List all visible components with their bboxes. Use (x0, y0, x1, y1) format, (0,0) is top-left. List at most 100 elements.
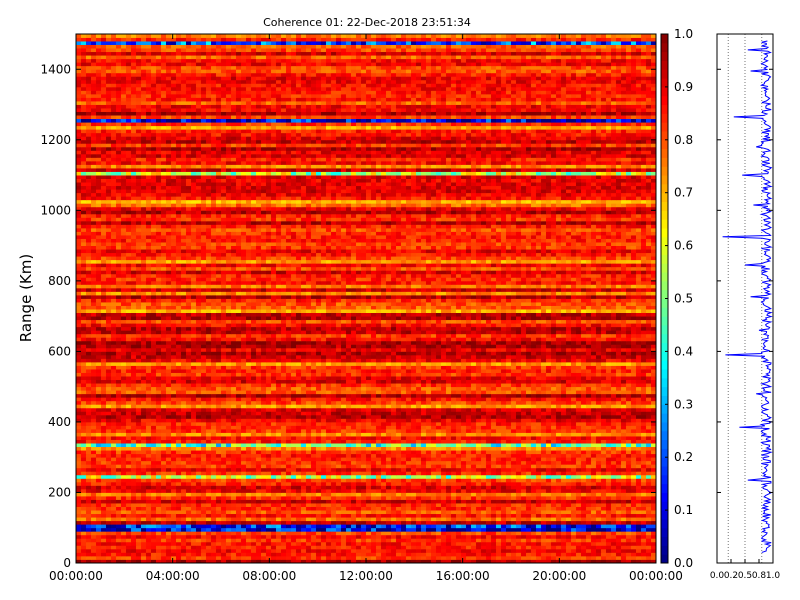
heatmap-cell (186, 538, 191, 542)
heatmap-cell (181, 503, 186, 507)
heatmap-cell (121, 447, 126, 451)
heatmap-cell (226, 538, 231, 542)
heatmap-cell (236, 507, 241, 511)
heatmap-cell (366, 471, 371, 475)
heatmap-cell (106, 454, 111, 458)
heatmap-cell (261, 450, 266, 454)
heatmap-cell (221, 549, 226, 553)
heatmap-cell (621, 528, 626, 532)
heatmap-cell (146, 461, 151, 465)
heatmap-cell (256, 507, 261, 511)
heatmap-cell (161, 468, 166, 472)
heatmap-cell (601, 468, 606, 472)
heatmap-cell (411, 514, 416, 518)
heatmap-cell (361, 478, 366, 482)
heatmap-cell (391, 500, 396, 504)
heatmap-cell (131, 500, 136, 504)
heatmap-cell (566, 461, 571, 465)
heatmap-cell (76, 447, 81, 451)
heatmap-cell (596, 464, 601, 468)
heatmap-cell (616, 436, 621, 440)
heatmap-cell (521, 457, 526, 461)
heatmap-cell (216, 433, 221, 437)
heatmap-cell (561, 528, 566, 532)
heatmap-cell (516, 471, 521, 475)
heatmap-cell (601, 517, 606, 521)
heatmap-cell (391, 485, 396, 489)
heatmap-cell (301, 447, 306, 451)
heatmap-cell (526, 524, 531, 528)
heatmap-cell (156, 510, 161, 514)
heatmap-cell (166, 492, 171, 496)
heatmap-cell (411, 461, 416, 465)
heatmap-cell (146, 429, 151, 433)
heatmap-cell (166, 531, 171, 535)
heatmap-cell (456, 418, 461, 422)
heatmap-cell (401, 552, 406, 556)
heatmap-cell (501, 500, 506, 504)
heatmap-cell (206, 489, 211, 493)
heatmap-cell (126, 535, 131, 539)
heatmap-cell (286, 552, 291, 556)
heatmap-cell (241, 475, 246, 479)
heatmap-cell (461, 447, 466, 451)
heatmap-cell (131, 528, 136, 532)
heatmap-cell (226, 454, 231, 458)
heatmap-cell (176, 461, 181, 465)
heatmap-cell (476, 436, 481, 440)
heatmap-cell (96, 471, 101, 475)
heatmap-cell (456, 524, 461, 528)
heatmap-cell (596, 425, 601, 429)
heatmap-cell (151, 545, 156, 549)
heatmap-cell (546, 468, 551, 472)
heatmap-cell (396, 535, 401, 539)
heatmap-cell (501, 433, 506, 437)
heatmap-cell (86, 471, 91, 475)
heatmap-cell (326, 492, 331, 496)
heatmap-cell (116, 464, 121, 468)
heatmap-cell (426, 485, 431, 489)
heatmap-cell (131, 422, 136, 426)
heatmap-cell (406, 461, 411, 465)
heatmap-cell (216, 507, 221, 511)
heatmap-cell (456, 471, 461, 475)
heatmap-cell (541, 471, 546, 475)
heatmap-cell (511, 492, 516, 496)
heatmap-cell (541, 510, 546, 514)
heatmap-cell (451, 500, 456, 504)
heatmap-cell (526, 464, 531, 468)
heatmap-cell (161, 514, 166, 518)
heatmap-cell (246, 485, 251, 489)
heatmap-cell (371, 507, 376, 511)
heatmap-cell (421, 450, 426, 454)
heatmap-cell (441, 489, 446, 493)
heatmap-cell (596, 457, 601, 461)
heatmap-cell (551, 422, 556, 426)
heatmap-cell (301, 510, 306, 514)
heatmap-cell (511, 443, 516, 447)
heatmap-cell (496, 454, 501, 458)
heatmap-cell (351, 514, 356, 518)
heatmap-cell (321, 535, 326, 539)
heatmap-cell (646, 492, 651, 496)
heatmap-cell (216, 450, 221, 454)
heatmap-cell (161, 485, 166, 489)
heatmap-cell (526, 468, 531, 472)
heatmap-cell (586, 447, 591, 451)
heatmap-cell (541, 411, 546, 415)
heatmap-cell (561, 545, 566, 549)
heatmap-cell (221, 485, 226, 489)
heatmap-cell (321, 517, 326, 521)
heatmap-cell (171, 528, 176, 532)
heatmap-cell (341, 471, 346, 475)
heatmap-cell (606, 457, 611, 461)
heatmap-cell (181, 457, 186, 461)
heatmap-cell (381, 485, 386, 489)
heatmap-cell (366, 492, 371, 496)
heatmap-cell (486, 552, 491, 556)
heatmap-cell (611, 415, 616, 419)
heatmap-cell (446, 436, 451, 440)
heatmap-cell (486, 510, 491, 514)
heatmap-cell (236, 482, 241, 486)
heatmap-cell (421, 447, 426, 451)
